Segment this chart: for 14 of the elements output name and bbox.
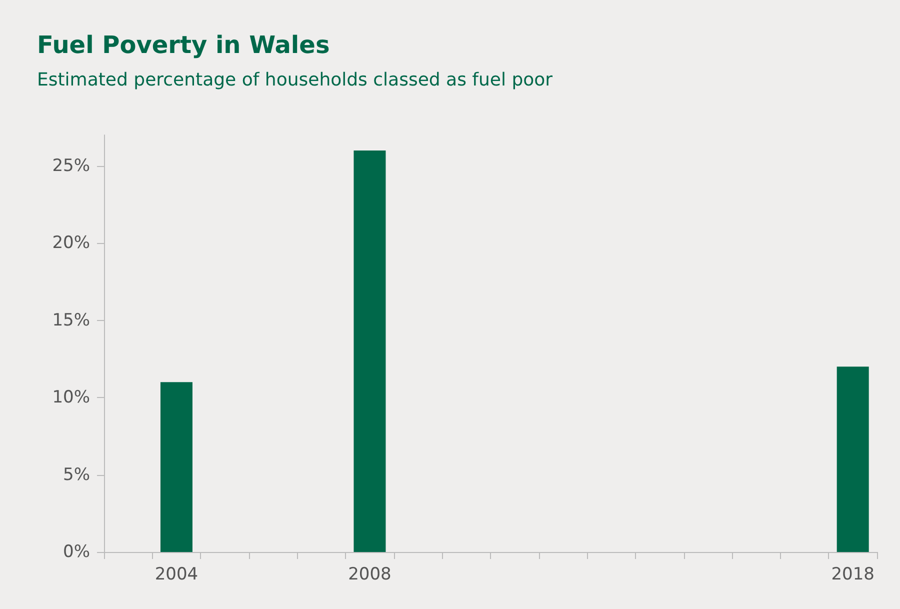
bar <box>354 150 386 552</box>
bar <box>836 366 869 552</box>
x-tick-label: 2008 <box>348 564 392 584</box>
y-tick-label: 15% <box>52 310 90 330</box>
bar <box>160 382 192 552</box>
x-tick-label: 2004 <box>154 564 198 584</box>
y-tick-label: 25% <box>52 156 90 176</box>
y-tick-label: 5% <box>63 464 90 485</box>
y-tick-label: 10% <box>52 388 90 408</box>
chart-title: Fuel Poverty in Wales <box>37 31 330 59</box>
y-tick-label: 20% <box>52 233 90 254</box>
chart-subtitle: Estimated percentage of households classed as fuel poor <box>37 70 554 90</box>
y-tick-label: 0% <box>63 542 90 562</box>
x-tick-label: 2018 <box>831 564 874 584</box>
